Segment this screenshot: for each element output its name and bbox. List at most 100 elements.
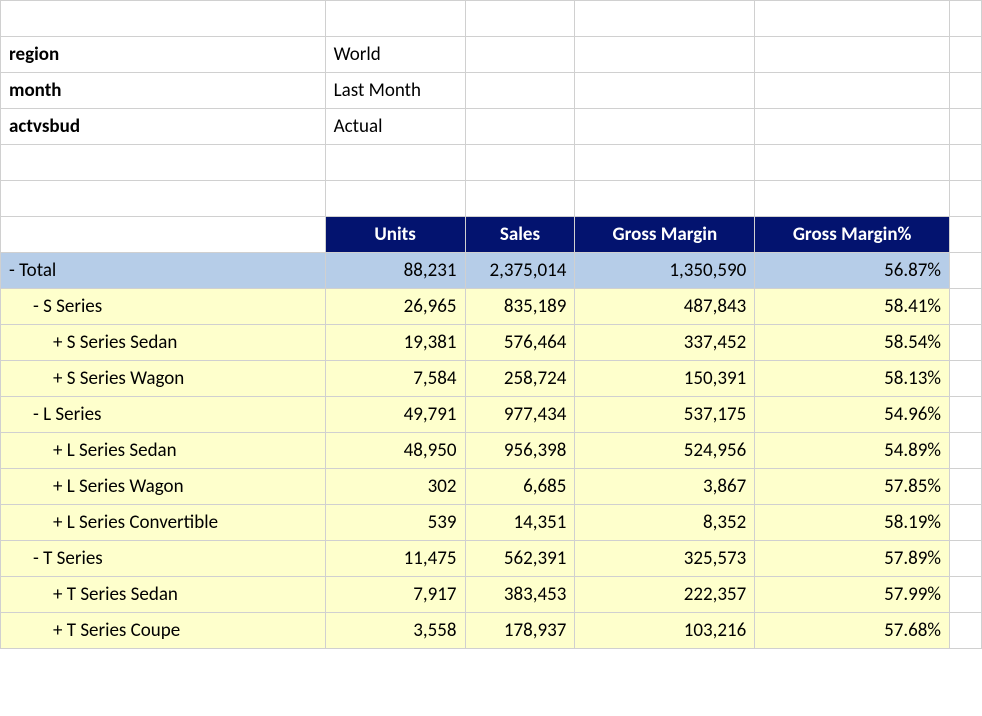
empty-cell[interactable] xyxy=(950,469,982,505)
row-label[interactable]: + S Series Sedan xyxy=(1,325,326,361)
header-cell-units[interactable]: Units xyxy=(325,217,465,253)
row-sales[interactable]: 6,685 xyxy=(465,469,575,505)
empty-cell[interactable] xyxy=(465,181,575,217)
filter-label-month[interactable]: month xyxy=(1,73,326,109)
row-gross-margin-pct[interactable]: 57.99% xyxy=(755,577,950,613)
row-sales[interactable]: 14,351 xyxy=(465,505,575,541)
empty-cell[interactable] xyxy=(325,181,465,217)
header-cell-sales[interactable]: Sales xyxy=(465,217,575,253)
empty-cell[interactable] xyxy=(1,181,326,217)
empty-cell[interactable] xyxy=(950,577,982,613)
empty-cell[interactable] xyxy=(575,73,755,109)
row-label[interactable]: - S Series xyxy=(1,289,326,325)
empty-cell[interactable] xyxy=(755,145,950,181)
row-gross-margin[interactable]: 487,843 xyxy=(575,289,755,325)
empty-cell[interactable] xyxy=(1,145,326,181)
row-label[interactable]: - L Series xyxy=(1,397,326,433)
row-sales[interactable]: 258,724 xyxy=(465,361,575,397)
row-sales[interactable]: 956,398 xyxy=(465,433,575,469)
empty-cell[interactable] xyxy=(755,109,950,145)
row-label[interactable]: + L Series Convertible xyxy=(1,505,326,541)
empty-cell[interactable] xyxy=(755,1,950,37)
filter-label-actvsbud[interactable]: actvsbud xyxy=(1,109,326,145)
empty-cell[interactable] xyxy=(950,505,982,541)
filter-value-region[interactable]: World xyxy=(325,37,465,73)
row-sales[interactable]: 383,453 xyxy=(465,577,575,613)
empty-cell[interactable] xyxy=(465,145,575,181)
empty-cell[interactable] xyxy=(950,1,982,37)
row-gross-margin[interactable]: 325,573 xyxy=(575,541,755,577)
empty-cell[interactable] xyxy=(950,37,982,73)
row-label[interactable]: - T Series xyxy=(1,541,326,577)
row-sales[interactable]: 2,375,014 xyxy=(465,253,575,289)
row-gross-margin[interactable]: 3,867 xyxy=(575,469,755,505)
empty-cell[interactable] xyxy=(755,73,950,109)
empty-cell[interactable] xyxy=(325,145,465,181)
row-gross-margin[interactable]: 150,391 xyxy=(575,361,755,397)
empty-cell[interactable] xyxy=(950,325,982,361)
empty-cell[interactable] xyxy=(950,73,982,109)
row-gross-margin[interactable]: 8,352 xyxy=(575,505,755,541)
row-gross-margin-pct[interactable]: 57.89% xyxy=(755,541,950,577)
empty-cell[interactable] xyxy=(950,181,982,217)
row-label[interactable]: + L Series Sedan xyxy=(1,433,326,469)
row-sales[interactable]: 977,434 xyxy=(465,397,575,433)
row-gross-margin-pct[interactable]: 56.87% xyxy=(755,253,950,289)
empty-cell[interactable] xyxy=(950,289,982,325)
row-gross-margin-pct[interactable]: 58.41% xyxy=(755,289,950,325)
row-gross-margin-pct[interactable]: 58.19% xyxy=(755,505,950,541)
row-sales[interactable]: 178,937 xyxy=(465,613,575,649)
empty-cell[interactable] xyxy=(950,613,982,649)
row-units[interactable]: 48,950 xyxy=(325,433,465,469)
row-units[interactable]: 539 xyxy=(325,505,465,541)
row-units[interactable]: 302 xyxy=(325,469,465,505)
row-units[interactable]: 26,965 xyxy=(325,289,465,325)
filter-label-region[interactable]: region xyxy=(1,37,326,73)
row-units[interactable]: 88,231 xyxy=(325,253,465,289)
row-gross-margin[interactable]: 1,350,590 xyxy=(575,253,755,289)
empty-cell[interactable] xyxy=(575,109,755,145)
empty-cell[interactable] xyxy=(465,73,575,109)
row-units[interactable]: 7,584 xyxy=(325,361,465,397)
empty-cell[interactable] xyxy=(755,37,950,73)
header-cell-gross-margin-pct[interactable]: Gross Margin% xyxy=(755,217,950,253)
header-cell-empty[interactable] xyxy=(1,217,326,253)
empty-cell[interactable] xyxy=(950,433,982,469)
row-gross-margin-pct[interactable]: 54.96% xyxy=(755,397,950,433)
empty-cell[interactable] xyxy=(465,37,575,73)
row-gross-margin[interactable]: 524,956 xyxy=(575,433,755,469)
empty-cell[interactable] xyxy=(575,37,755,73)
row-gross-margin[interactable]: 103,216 xyxy=(575,613,755,649)
row-sales[interactable]: 576,464 xyxy=(465,325,575,361)
row-label[interactable]: + T Series Coupe xyxy=(1,613,326,649)
filter-value-month[interactable]: Last Month xyxy=(325,73,465,109)
row-units[interactable]: 19,381 xyxy=(325,325,465,361)
row-gross-margin-pct[interactable]: 57.85% xyxy=(755,469,950,505)
empty-cell[interactable] xyxy=(950,541,982,577)
empty-cell[interactable] xyxy=(950,397,982,433)
empty-cell[interactable] xyxy=(950,253,982,289)
empty-cell[interactable] xyxy=(325,1,465,37)
empty-cell[interactable] xyxy=(755,181,950,217)
header-cell-gross-margin[interactable]: Gross Margin xyxy=(575,217,755,253)
empty-cell[interactable] xyxy=(575,181,755,217)
row-gross-margin-pct[interactable]: 58.54% xyxy=(755,325,950,361)
row-gross-margin[interactable]: 337,452 xyxy=(575,325,755,361)
row-gross-margin-pct[interactable]: 54.89% xyxy=(755,433,950,469)
row-sales[interactable]: 562,391 xyxy=(465,541,575,577)
empty-cell[interactable] xyxy=(950,217,982,253)
filter-value-actvsbud[interactable]: Actual xyxy=(325,109,465,145)
empty-cell[interactable] xyxy=(950,361,982,397)
row-gross-margin-pct[interactable]: 58.13% xyxy=(755,361,950,397)
empty-cell[interactable] xyxy=(950,109,982,145)
empty-cell[interactable] xyxy=(575,145,755,181)
empty-cell[interactable] xyxy=(465,109,575,145)
row-units[interactable]: 7,917 xyxy=(325,577,465,613)
row-units[interactable]: 3,558 xyxy=(325,613,465,649)
row-gross-margin-pct[interactable]: 57.68% xyxy=(755,613,950,649)
row-gross-margin[interactable]: 537,175 xyxy=(575,397,755,433)
row-sales[interactable]: 835,189 xyxy=(465,289,575,325)
row-label[interactable]: + L Series Wagon xyxy=(1,469,326,505)
row-label[interactable]: + S Series Wagon xyxy=(1,361,326,397)
empty-cell[interactable] xyxy=(1,1,326,37)
